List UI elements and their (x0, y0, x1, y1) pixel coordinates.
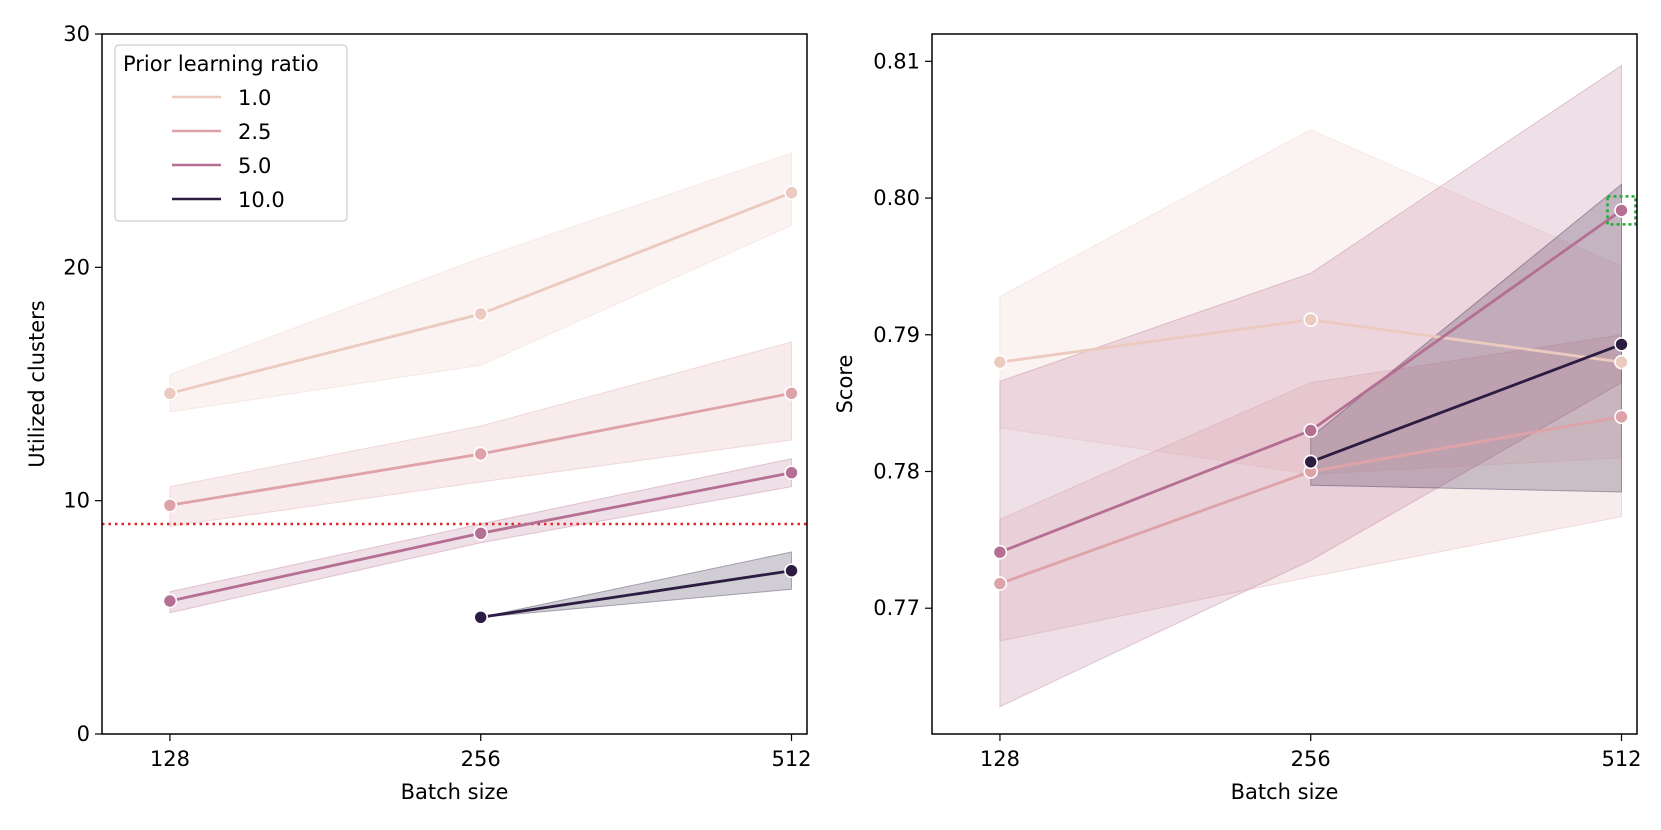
data-point-1-0-128 (992, 354, 1008, 370)
highlight-group (1606, 195, 1637, 226)
y-ticks: 0 10 20 30 (63, 22, 102, 746)
data-point-5-0-128 (992, 544, 1008, 560)
data-point-10-0-256 (473, 609, 489, 625)
ci-band-10-0 (480, 551, 792, 618)
x-ticks: 128 256 512 (980, 734, 1642, 771)
data-point-1-0-128 (162, 385, 178, 401)
score-panel: 128 256 512 0.77 0.78 0.79 0.80 0.81 Batch siz… (833, 33, 1642, 804)
highlight-box (1606, 195, 1637, 226)
data-point-2-5-128 (992, 576, 1008, 591)
y-tick-label-0-77: 0.77 (873, 596, 920, 620)
legend-label-10-0: 10.0 (238, 188, 285, 212)
y-ticks: 0.77 0.78 0.79 0.80 0.81 (873, 49, 932, 620)
x-tick-label-512: 512 (771, 747, 811, 771)
series-line-10-0 (1310, 343, 1622, 464)
legend-label-2-5: 2.5 (238, 120, 271, 144)
confidence-bands (169, 152, 792, 618)
data-point-5-0-512 (1614, 203, 1629, 218)
y-axis-label: Utilized clusters (25, 300, 49, 467)
confidence-bands (999, 64, 1622, 708)
data-point-2-5-512 (784, 385, 799, 401)
data-point-5-0-256 (473, 525, 489, 541)
axes-frame (101, 33, 808, 735)
axes-frame (931, 33, 1638, 735)
legend-box (114, 44, 348, 222)
y-tick-label-0: 0 (77, 722, 90, 746)
y-tick-label-20: 20 (63, 255, 90, 279)
series-points (162, 185, 799, 625)
y-tick-label-0-80: 0.80 (873, 186, 920, 210)
data-point-1-0-256 (1303, 312, 1318, 328)
legend: Prior learning ratio 1.0 2.5 5.0 10.0 (114, 44, 348, 222)
ci-band-1-0 (999, 129, 1622, 475)
legend-label-5-0: 5.0 (238, 154, 271, 178)
x-axis-label: Batch size (401, 780, 509, 804)
ci-band-2-5 (999, 334, 1622, 642)
y-tick-label-0-81: 0.81 (873, 49, 920, 73)
y-tick-label-10: 10 (63, 489, 90, 513)
data-point-2-5-512 (1614, 409, 1629, 425)
y-tick-label-0-79: 0.79 (873, 323, 920, 347)
series-line-10-0 (480, 569, 792, 619)
x-tick-label-128: 128 (980, 747, 1020, 771)
data-point-1-0-512 (1614, 354, 1629, 370)
x-tick-label-128: 128 (150, 747, 190, 771)
ci-band-5-0 (999, 64, 1622, 708)
y-axis-label: Score (833, 355, 857, 414)
data-point-5-0-256 (1303, 423, 1318, 438)
data-point-1-0-256 (473, 306, 489, 322)
ci-band-1-0 (169, 152, 792, 413)
legend-title: Prior learning ratio (123, 52, 319, 76)
y-tick-label-30: 30 (63, 22, 90, 46)
utilized-clusters-panel: 128 256 512 0 10 20 30 Batch size Utilized cl… (25, 22, 812, 804)
data-point-5-0-512 (784, 465, 799, 481)
data-point-10-0-512 (784, 563, 799, 579)
series-points (992, 203, 1629, 591)
data-point-2-5-128 (162, 497, 178, 513)
data-point-10-0-512 (1614, 337, 1629, 352)
data-point-10-0-256 (1303, 454, 1318, 470)
x-tick-label-512: 512 (1601, 747, 1641, 771)
data-point-1-0-512 (784, 185, 799, 200)
legend-label-1-0: 1.0 (238, 86, 271, 110)
data-point-2-5-256 (473, 446, 489, 462)
y-tick-label-0-78: 0.78 (873, 460, 920, 484)
x-axis-label: Batch size (1231, 780, 1339, 804)
x-tick-label-256: 256 (1291, 747, 1331, 771)
data-point-5-0-128 (162, 593, 178, 609)
x-tick-label-256: 256 (461, 747, 501, 771)
x-ticks: 128 256 512 (150, 734, 812, 771)
